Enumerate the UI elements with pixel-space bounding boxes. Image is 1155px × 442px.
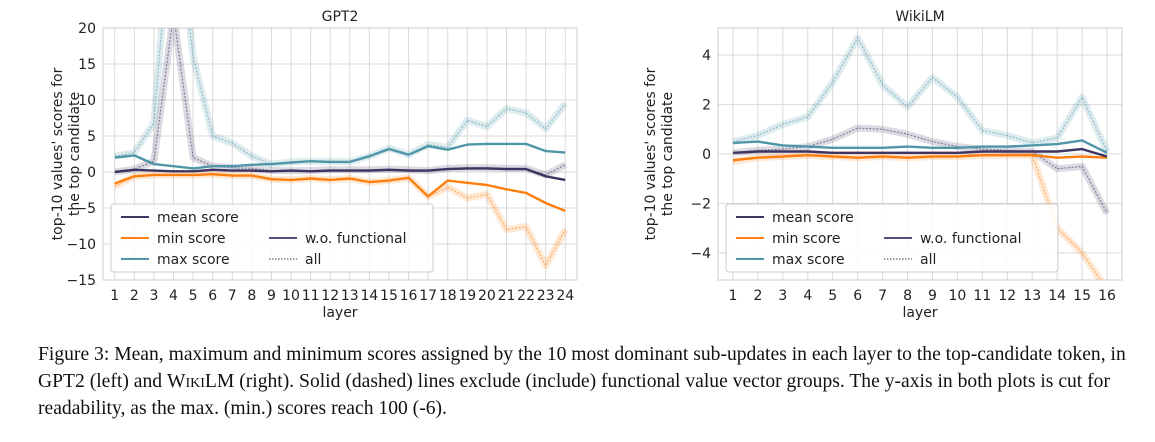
x-tick-label: 3 bbox=[149, 288, 158, 304]
figure-caption: Figure 3: Mean, maximum and minimum scor… bbox=[38, 341, 1138, 422]
x-tick-label: 16 bbox=[1098, 288, 1116, 304]
y-tick-label: 4 bbox=[702, 48, 711, 64]
x-tick-label: 10 bbox=[948, 288, 966, 304]
x-tick-label: 11 bbox=[302, 288, 320, 304]
y-tick-label: −15 bbox=[66, 273, 96, 289]
series-line-min bbox=[114, 173, 566, 213]
y-tick-label: −5 bbox=[75, 201, 96, 217]
x-tick-label: 9 bbox=[928, 288, 937, 304]
legend-label-all: all bbox=[920, 252, 936, 268]
x-tick-label: 1 bbox=[729, 288, 738, 304]
x-tick-label: 15 bbox=[1073, 288, 1091, 304]
x-tick-label: 2 bbox=[753, 288, 762, 304]
legend-label-mean: mean score bbox=[772, 210, 854, 226]
x-tick-label: 7 bbox=[228, 288, 237, 304]
x-tick-label: 23 bbox=[537, 288, 555, 304]
legend-label-min: min score bbox=[772, 231, 840, 247]
x-tick-label: 10 bbox=[282, 288, 300, 304]
y-tick-label: 0 bbox=[702, 147, 711, 163]
x-tick-label: 14 bbox=[360, 288, 378, 304]
y-axis-label-line: top-10 values' scores for bbox=[643, 67, 659, 240]
x-tick-label: 6 bbox=[208, 288, 217, 304]
y-axis-label-line: top-10 values' scores for bbox=[50, 67, 66, 240]
x-tick-label: 19 bbox=[458, 288, 476, 304]
x-axis-label: layer bbox=[902, 305, 937, 321]
x-tick-label: 18 bbox=[439, 288, 457, 304]
x-tick-label: 9 bbox=[267, 288, 276, 304]
y-tick-label: 0 bbox=[87, 165, 96, 181]
x-axis-label: layer bbox=[322, 305, 357, 321]
y-tick-label: −10 bbox=[66, 237, 96, 253]
x-tick-label: 22 bbox=[517, 288, 535, 304]
y-tick-label: 15 bbox=[78, 57, 96, 73]
caption-lead: Figure 3: Mean, maximum and minimum scor… bbox=[38, 344, 1126, 392]
x-tick-label: 6 bbox=[853, 288, 862, 304]
x-tick-label: 15 bbox=[380, 288, 398, 304]
series-line-max-all bbox=[732, 36, 1108, 152]
legend-label-all: all bbox=[305, 252, 321, 268]
series-line-min bbox=[732, 154, 1108, 162]
legend-label-max: max score bbox=[157, 252, 230, 268]
plot-frame bbox=[717, 27, 1123, 281]
x-tick-label: 21 bbox=[498, 288, 516, 304]
legend-label-without: w.o. functional bbox=[920, 231, 1022, 247]
y-tick-label: 20 bbox=[78, 21, 96, 37]
x-tick-label: 16 bbox=[400, 288, 418, 304]
series-line-mean bbox=[114, 167, 566, 182]
caption-tail: (right). Solid (dashed) lines exclude (i… bbox=[38, 371, 1110, 419]
legend-label-min: min score bbox=[157, 231, 225, 247]
x-tick-label: 11 bbox=[973, 288, 991, 304]
x-tick-label: 1 bbox=[110, 288, 119, 304]
x-tick-label: 17 bbox=[419, 288, 437, 304]
series-band-mean-all bbox=[114, 28, 567, 179]
x-tick-label: 13 bbox=[341, 288, 359, 304]
x-tick-label: 5 bbox=[189, 288, 198, 304]
y-tick-label: 2 bbox=[702, 98, 711, 114]
y-axis-label: top-10 values' scores forthe top candida… bbox=[50, 67, 83, 240]
caption-wikilm: WikiLM bbox=[166, 371, 235, 392]
x-tick-label: 12 bbox=[998, 288, 1016, 304]
y-tick-label: 10 bbox=[78, 93, 96, 109]
chart-title: WikiLM bbox=[895, 9, 944, 25]
y-tick-label: −4 bbox=[690, 246, 711, 262]
legend-label-mean: mean score bbox=[157, 210, 239, 226]
series-line-max bbox=[114, 142, 566, 170]
x-tick-label: 20 bbox=[478, 288, 496, 304]
x-tick-label: 14 bbox=[1048, 288, 1066, 304]
x-tick-label: 5 bbox=[828, 288, 837, 304]
x-tick-label: 4 bbox=[803, 288, 812, 304]
series-line-mean bbox=[732, 147, 1108, 158]
x-tick-label: 7 bbox=[878, 288, 887, 304]
y-tick-label: 5 bbox=[87, 129, 96, 145]
x-tick-label: 13 bbox=[1023, 288, 1041, 304]
x-tick-label: 4 bbox=[169, 288, 178, 304]
plot-frame bbox=[102, 27, 578, 281]
series-line-max bbox=[732, 139, 1108, 154]
x-tick-label: 8 bbox=[247, 288, 256, 304]
legend-label-without: w.o. functional bbox=[305, 231, 407, 247]
legend-label-max: max score bbox=[772, 252, 845, 268]
series-line-mean-all bbox=[732, 127, 1108, 214]
x-tick-label: 12 bbox=[321, 288, 339, 304]
y-axis-label: top-10 values' scores forthe top candida… bbox=[643, 67, 676, 240]
x-tick-label: 3 bbox=[778, 288, 787, 304]
y-axis-label-line: the top candidate bbox=[67, 92, 83, 216]
x-tick-label: 2 bbox=[130, 288, 139, 304]
x-tick-label: 24 bbox=[556, 288, 574, 304]
series-group bbox=[732, 34, 1111, 280]
x-tick-label: 8 bbox=[903, 288, 912, 304]
y-tick-label: −2 bbox=[690, 196, 711, 212]
chart-title: GPT2 bbox=[322, 9, 359, 25]
series-group bbox=[113, 28, 569, 270]
y-axis-label-line: the top candidate bbox=[660, 92, 676, 216]
